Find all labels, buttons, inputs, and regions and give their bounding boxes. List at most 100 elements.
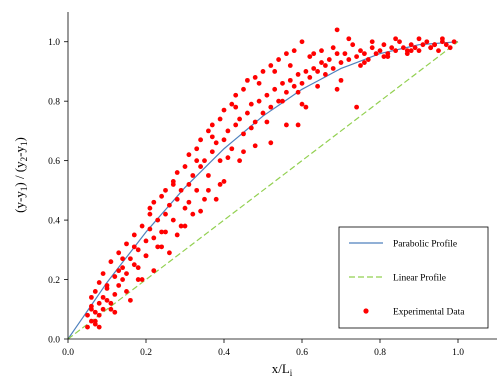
data-point	[334, 86, 340, 92]
x-tick-label: 0.6	[296, 348, 308, 358]
data-point	[248, 101, 254, 107]
data-point	[174, 196, 180, 202]
data-point	[284, 122, 289, 128]
data-point	[295, 72, 301, 77]
data-point	[116, 250, 122, 256]
data-point	[112, 292, 118, 297]
data-point	[209, 134, 215, 140]
data-point	[159, 244, 165, 250]
data-point	[96, 324, 102, 330]
data-point	[221, 107, 227, 113]
legend-label: Parabolic Profile	[393, 239, 457, 250]
data-point	[85, 312, 90, 318]
data-point	[342, 51, 348, 57]
x-tick-label: 0.4	[218, 348, 230, 358]
data-point	[350, 42, 356, 48]
x-tick-label: 1.0	[452, 348, 464, 358]
data-point	[276, 57, 281, 62]
data-point	[202, 158, 207, 164]
data-point	[104, 283, 110, 288]
data-point	[151, 199, 157, 205]
data-point	[209, 149, 215, 155]
data-point	[131, 244, 137, 250]
data-point	[428, 45, 434, 51]
data-point	[217, 182, 223, 187]
data-point	[260, 110, 266, 116]
y-tick-label: 1.0	[48, 38, 60, 48]
data-point	[89, 318, 94, 324]
y-label-part: -y	[12, 146, 27, 157]
data-point	[194, 146, 200, 152]
data-point	[92, 318, 98, 324]
data-point	[404, 48, 410, 54]
x-tick-label: 0.2	[140, 348, 152, 358]
data-point	[209, 122, 215, 128]
y-tick-label: 0.4	[48, 217, 60, 227]
data-point	[186, 199, 192, 205]
legend: Parabolic Profile Linear Profile Experimen…	[338, 226, 489, 329]
data-point	[206, 173, 211, 178]
data-point	[96, 300, 102, 306]
data-point	[319, 60, 324, 65]
data-point	[280, 98, 285, 104]
data-point	[287, 63, 293, 68]
data-point	[256, 80, 262, 86]
data-point	[440, 36, 445, 42]
y-tick-label: 0.6	[48, 157, 60, 167]
data-point	[397, 39, 402, 45]
data-point	[381, 42, 387, 48]
data-point	[315, 69, 320, 74]
data-point	[135, 265, 141, 271]
data-point	[190, 211, 196, 217]
data-point	[311, 66, 317, 71]
data-point	[92, 309, 98, 315]
data-point	[116, 283, 122, 288]
data-point	[163, 211, 168, 217]
y-label-part: )	[12, 137, 27, 141]
data-point	[311, 51, 317, 57]
data-point	[135, 247, 141, 253]
data-point	[225, 155, 231, 161]
data-point	[229, 101, 235, 107]
data-point	[147, 226, 153, 232]
data-point	[334, 51, 340, 57]
data-point	[159, 229, 165, 235]
data-point	[202, 196, 207, 202]
legend-label: Linear Profile	[393, 273, 446, 284]
data-point	[167, 202, 172, 208]
data-point	[225, 128, 231, 134]
data-point	[85, 324, 90, 330]
data-point	[248, 125, 254, 131]
data-point	[432, 42, 437, 48]
x-tick-label: 0.0	[62, 348, 74, 358]
data-point	[237, 158, 243, 164]
ticks-layer: 0.0 0.2 0.4 0.6 0.8 1.0 0.0 0.2 0.4 0.6 0.8 1.0	[48, 38, 464, 358]
data-point	[268, 63, 274, 68]
data-point	[393, 36, 398, 42]
data-point	[264, 92, 270, 98]
y-axis-label: (y-y1) / (y2-y1)	[12, 137, 29, 213]
data-point	[147, 205, 153, 211]
data-point	[237, 116, 243, 122]
y-label-part: ) / (y	[12, 161, 27, 187]
data-point	[198, 164, 204, 169]
data-point	[252, 75, 258, 80]
data-point	[303, 104, 309, 110]
data-point	[178, 223, 184, 229]
data-point	[100, 294, 106, 300]
data-point	[124, 289, 129, 294]
data-point	[206, 128, 211, 134]
data-point	[167, 250, 172, 256]
axes-layer	[67, 12, 497, 340]
data-point	[252, 143, 258, 149]
legend-swatch-marker	[363, 308, 369, 314]
data-point	[365, 57, 371, 62]
data-point	[151, 235, 157, 241]
data-point	[116, 268, 122, 274]
legend-label: Experimental Data	[393, 308, 465, 318]
data-point	[385, 54, 391, 59]
data-point	[213, 140, 219, 146]
data-point	[163, 187, 168, 193]
data-point	[420, 42, 426, 48]
data-point	[241, 131, 246, 137]
